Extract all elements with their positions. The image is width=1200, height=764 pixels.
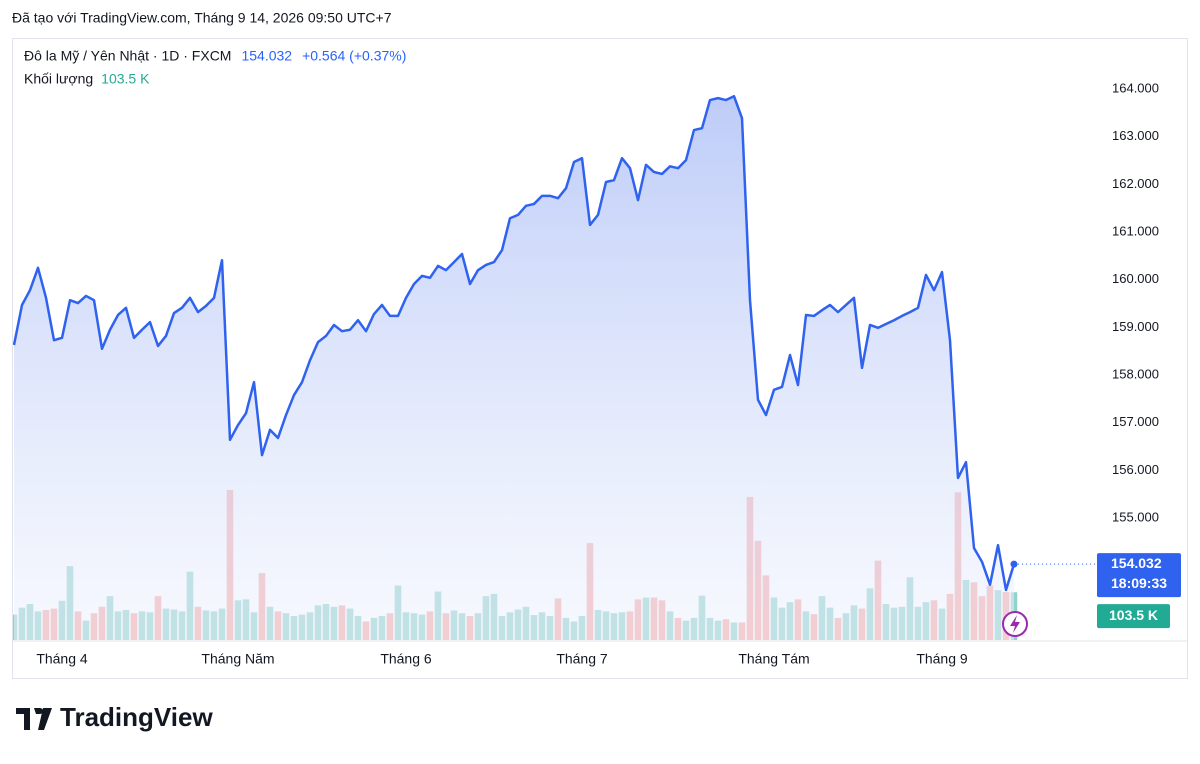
y-tick-label: 160.000 — [1112, 271, 1159, 286]
last-price: 154.032 — [241, 48, 292, 64]
x-tick-label: Tháng Năm — [201, 651, 274, 667]
price-tag-value: 154.032 — [1111, 555, 1162, 571]
area-fill — [14, 96, 1014, 640]
brand-logo: TradingView — [16, 702, 213, 732]
price-line — [13, 94, 1016, 592]
price-tag — [1097, 553, 1181, 598]
y-tick-label: 162.000 — [1112, 176, 1159, 191]
created-by: Đã tạo với TradingView.com, Tháng 9 14, … — [12, 10, 392, 26]
volume-label: Khối lượng — [24, 71, 93, 87]
y-tick-label: 164.000 — [1112, 81, 1159, 96]
x-tick-label: Tháng 6 — [380, 651, 432, 667]
x-tick-label: Tháng 9 — [916, 651, 968, 667]
logo-mark — [16, 708, 52, 730]
volume-tag — [1097, 604, 1170, 629]
y-tick-label: 159.000 — [1112, 319, 1159, 334]
chart-title: Đô la Mỹ / Yên Nhật · 1D · FXCM — [24, 48, 231, 64]
price-tag-countdown: 18:09:33 — [1111, 575, 1167, 591]
y-tick-label: 156.000 — [1112, 462, 1159, 477]
y-tick-label: 158.000 — [1112, 366, 1159, 381]
y-tick-label: 163.000 — [1112, 128, 1159, 143]
legend: Đô la Mỹ / Yên Nhật · 1D · FXCM 154.032 … — [24, 48, 406, 87]
lightning-icon[interactable] — [1002, 611, 1028, 637]
axes: 153.000154.000155.000156.000157.000158.0… — [36, 81, 1181, 667]
volume-last: 103.5 K — [101, 71, 150, 87]
y-tick-label: 161.000 — [1112, 223, 1159, 238]
price-change: +0.564 (+0.37%) — [302, 48, 406, 64]
plot-area — [13, 94, 1018, 640]
brand-name: TradingView — [60, 702, 213, 732]
x-tick-label: Tháng 4 — [36, 651, 88, 667]
chart-frame — [12, 38, 1188, 679]
icon-bolt[interactable] — [1010, 615, 1020, 633]
x-tick-label: Tháng 7 — [556, 651, 608, 667]
volume-tag-value: 103.5 K — [1109, 607, 1158, 623]
y-tick-label: 157.000 — [1112, 414, 1159, 429]
x-tick-label: Tháng Tám — [738, 651, 809, 667]
y-tick-label: 155.000 — [1112, 509, 1159, 524]
